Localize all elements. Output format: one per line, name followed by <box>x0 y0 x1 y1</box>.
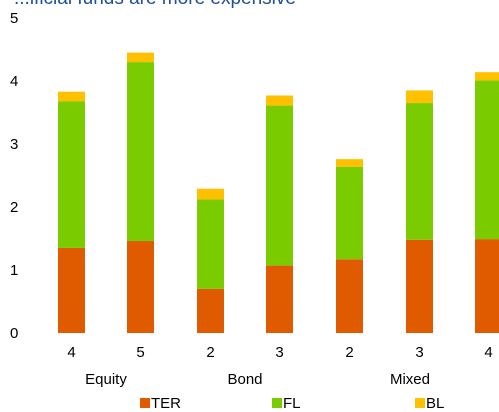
y-tick-label: 2 <box>10 199 18 216</box>
legend-item-ter: TER <box>140 395 181 412</box>
x-tick-label: 3 <box>415 344 423 361</box>
bar-bl-segment <box>475 72 499 81</box>
group-label: Equity <box>85 371 127 388</box>
group-label: Bond <box>227 371 262 388</box>
bar-fl-segment <box>127 62 154 242</box>
bar-bl-segment <box>58 91 85 102</box>
legend-label: TER <box>151 395 181 412</box>
bar-ter-segment <box>266 265 293 333</box>
legend-swatch <box>415 398 425 408</box>
chart-title: ...ificial funds are more expensive <box>14 0 296 9</box>
x-tick-label: 4 <box>484 344 492 361</box>
y-tick-label: 0 <box>10 325 18 342</box>
legend-label: BL <box>426 395 444 412</box>
bar-fl-segment <box>197 199 224 289</box>
group-label: Mixed <box>390 371 430 388</box>
bar-fl-segment <box>475 80 499 240</box>
y-tick-label: 5 <box>10 10 18 27</box>
bar-ter-segment <box>58 247 85 333</box>
legend-swatch <box>140 398 150 408</box>
legend-item-bl: BL <box>415 395 444 412</box>
bar-bl-segment <box>127 52 154 63</box>
bar-ter-segment <box>127 241 154 333</box>
bar-ter-segment <box>475 239 499 333</box>
x-tick-label: 2 <box>206 344 214 361</box>
legend-label: FL <box>283 395 301 412</box>
bar-ter-segment <box>406 239 433 333</box>
y-tick-label: 1 <box>10 262 18 279</box>
y-tick-label: 4 <box>10 73 18 90</box>
bar-bl-segment <box>336 159 363 167</box>
legend-item-fl: FL <box>272 395 301 412</box>
bar-fl-segment <box>266 105 293 266</box>
y-tick-label: 3 <box>10 136 18 153</box>
legend-swatch <box>272 398 282 408</box>
bar-ter-segment <box>197 288 224 333</box>
bar-fl-segment <box>58 101 85 248</box>
bar-ter-segment <box>336 259 363 333</box>
x-tick-label: 2 <box>345 344 353 361</box>
bar-fl-segment <box>336 166 363 260</box>
bar-bl-segment <box>406 90 433 104</box>
x-tick-label: 5 <box>136 344 144 361</box>
x-tick-label: 4 <box>67 344 75 361</box>
bar-fl-segment <box>406 103 433 240</box>
x-tick-label: 3 <box>275 344 283 361</box>
bar-bl-segment <box>266 95 293 106</box>
bar-bl-segment <box>197 188 224 200</box>
